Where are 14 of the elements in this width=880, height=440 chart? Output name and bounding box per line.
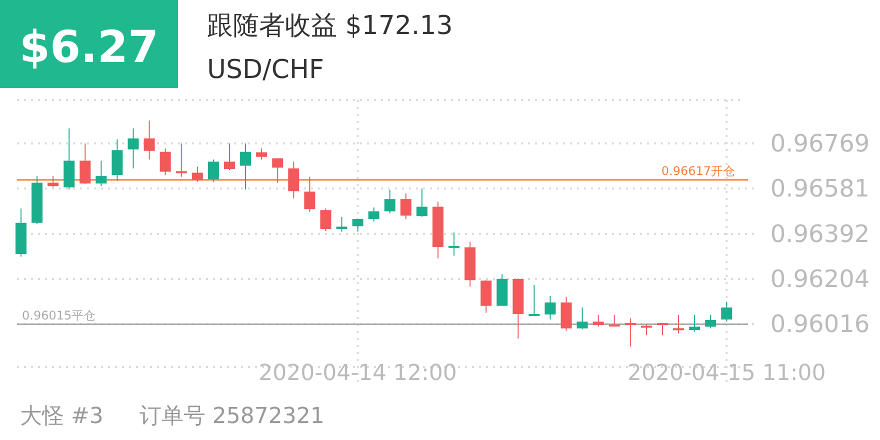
text: 大怪 #3 [20, 404, 104, 429]
y-tick-label: 0.96204 [770, 264, 870, 293]
x-tick-label: 2020-04-14 12:00 [258, 361, 457, 386]
ref-line-label: 0.96015平仓 [22, 308, 96, 322]
y-tick-label: 0.96769 [770, 129, 870, 158]
x-tick-label: 2020-04-15 11:00 [628, 361, 826, 386]
y-tick-label: 0.96016 [770, 310, 870, 338]
y-tick-label: 0.96392 [770, 220, 870, 248]
text: $6.27 [19, 22, 159, 73]
chart-subtitle: USD/CHF [207, 55, 324, 85]
chart-title: 跟随者收益 $172.13 [207, 11, 453, 41]
text: 订单号 25872321 [139, 404, 324, 429]
ref-line-label: 0.96617开仓 [661, 164, 735, 178]
y-tick-label: 0.96581 [770, 174, 870, 203]
